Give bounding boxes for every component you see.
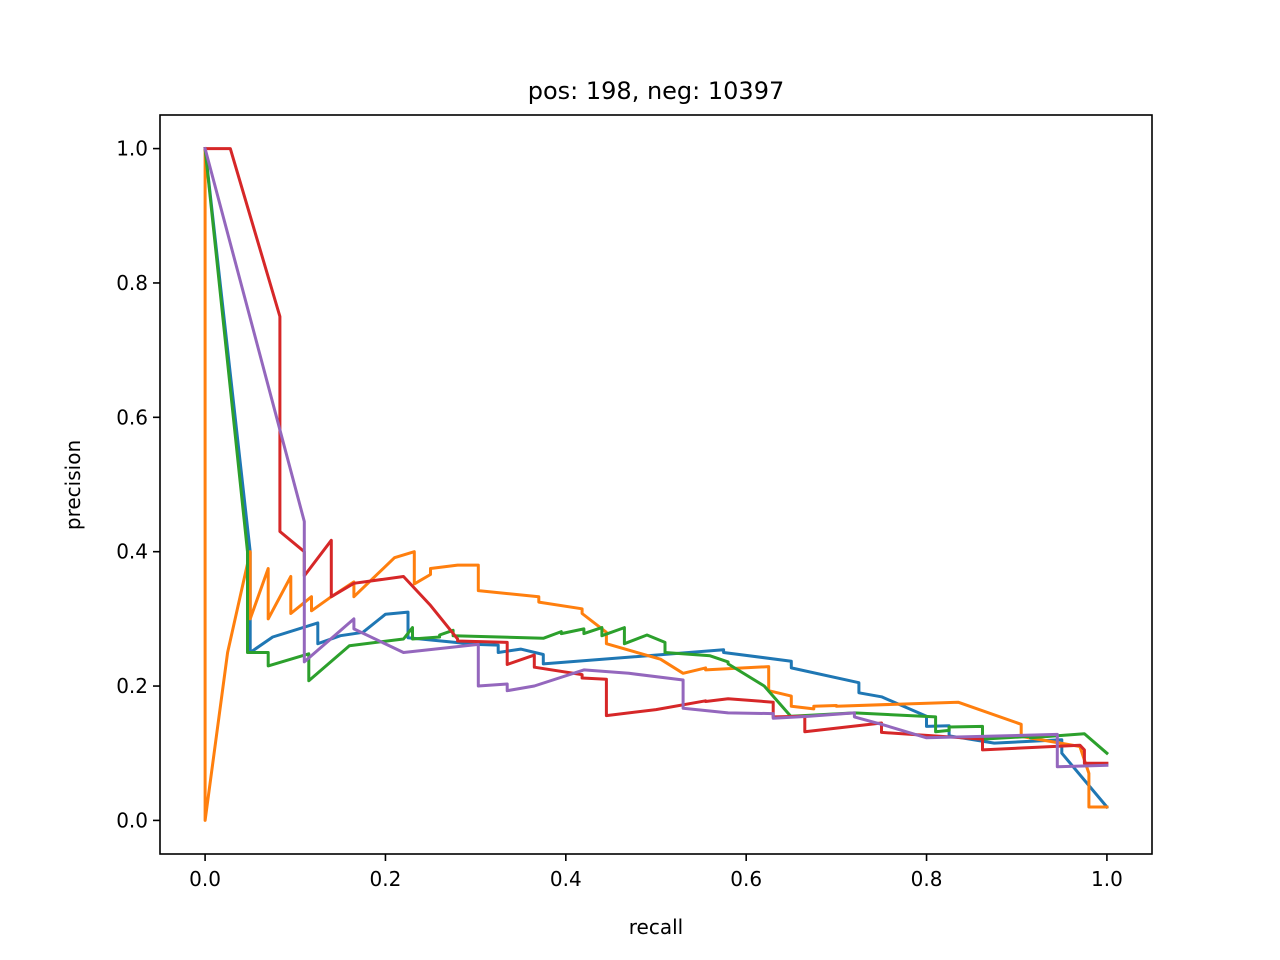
y-tick-label: 0.6: [116, 405, 148, 429]
x-tick-label: 0.4: [550, 867, 582, 891]
x-tick-label: 1.0: [1091, 867, 1123, 891]
pr-curve-series-3: [203, 146, 1110, 756]
y-tick-label: 0.8: [116, 271, 148, 295]
y-tick-label: 0.2: [116, 674, 148, 698]
x-tick-label: 0.0: [189, 867, 221, 891]
y-tick-label: 0.4: [116, 540, 148, 564]
chart-title: pos: 198, neg: 10397: [528, 77, 784, 105]
x-tick-label: 0.6: [730, 867, 762, 891]
x-tick-label: 0.8: [911, 867, 943, 891]
plot-frame: [159, 114, 1153, 855]
x-tick-label: 0.2: [370, 867, 402, 891]
pr-curve-series-1: [203, 146, 1110, 810]
series-layer: [203, 146, 1110, 822]
pr-curve-series-2: [203, 147, 1109, 822]
y-axis-label: precision: [61, 440, 85, 530]
y-tick-label: 0.0: [116, 808, 148, 832]
pr-curve-series-5: [203, 146, 1109, 769]
y-tick-label: 1.0: [116, 137, 148, 161]
pr-curve-series-4: [203, 147, 1109, 765]
tick-layer: 0.0 0.2 0.4 0.6 0.8 1.0 0.0 0.2 0.4 0.6 0.8 1.0: [116, 137, 1123, 891]
x-axis-label: recall: [629, 915, 683, 939]
